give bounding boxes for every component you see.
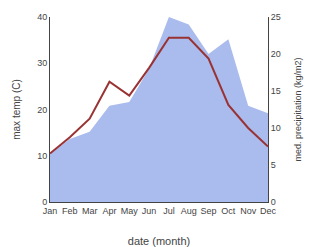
svg-text:10: 10 (37, 151, 47, 161)
svg-text:May: May (121, 206, 139, 216)
svg-text:15: 15 (271, 86, 281, 96)
svg-text:Feb: Feb (62, 206, 78, 216)
svg-text:25: 25 (271, 12, 281, 22)
svg-text:Jul: Jul (163, 206, 175, 216)
svg-text:Dec: Dec (260, 206, 277, 216)
svg-text:Apr: Apr (102, 206, 116, 216)
svg-text:30: 30 (37, 58, 47, 68)
svg-text:40: 40 (37, 12, 47, 22)
svg-text:Jan: Jan (43, 206, 58, 216)
svg-text:Sep: Sep (201, 206, 217, 216)
svg-text:20: 20 (271, 49, 281, 59)
svg-text:5: 5 (271, 160, 276, 170)
svg-text:med. precipitation (kg/m2): med. precipitation (kg/m2) (293, 57, 303, 161)
svg-text:date (month): date (month) (128, 235, 190, 247)
svg-text:0: 0 (271, 197, 276, 207)
svg-text:10: 10 (271, 123, 281, 133)
svg-text:Jun: Jun (142, 206, 157, 216)
svg-text:Mar: Mar (82, 206, 98, 216)
svg-text:Oct: Oct (221, 206, 236, 216)
svg-text:Nov: Nov (240, 206, 257, 216)
svg-text:max temp (C): max temp (C) (11, 79, 22, 140)
svg-text:Aug: Aug (181, 206, 197, 216)
svg-text:0: 0 (42, 197, 47, 207)
svg-text:20: 20 (37, 105, 47, 115)
